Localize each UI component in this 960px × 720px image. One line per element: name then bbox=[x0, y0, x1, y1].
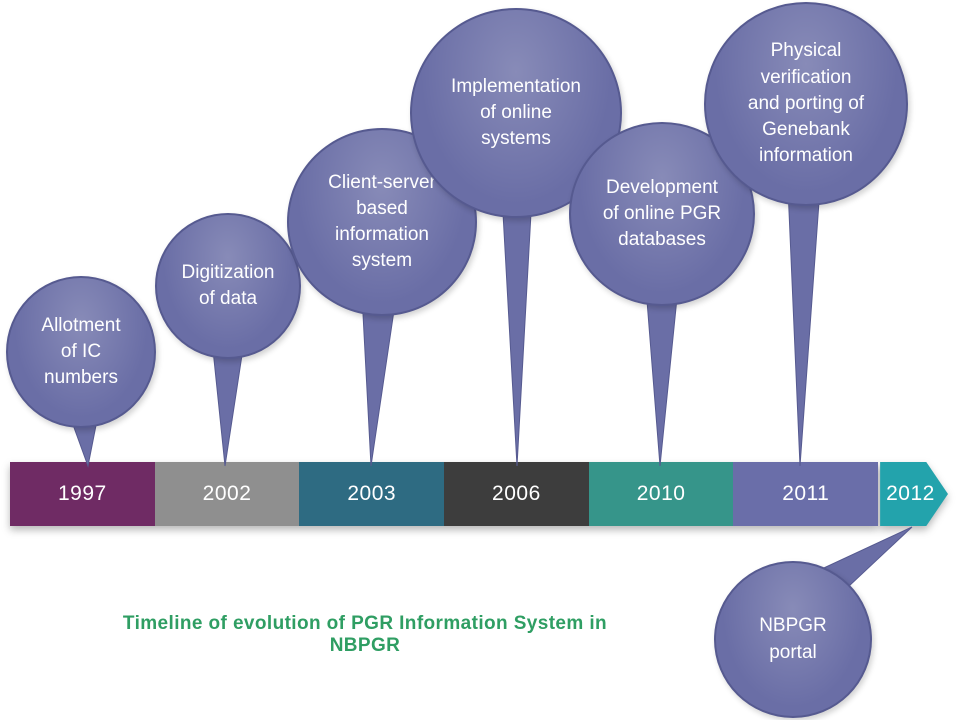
balloon-1997: Allotment of IC numbers bbox=[6, 276, 156, 428]
balloon-tail-2010 bbox=[645, 287, 679, 467]
balloon-2012: NBPGR portal bbox=[714, 561, 872, 718]
balloon-2006: Implementation of online systems bbox=[410, 8, 622, 218]
year-label-2006: 2006 bbox=[492, 482, 541, 505]
year-label-1997: 1997 bbox=[57, 482, 107, 505]
balloon-2010-label: Development of online PGR databases bbox=[602, 176, 722, 251]
timeline-segment-2003: 2003 bbox=[299, 462, 445, 526]
year-label-2011: 2011 bbox=[782, 482, 830, 505]
balloon-2003-label: Client-server based information system bbox=[328, 171, 436, 272]
balloon-2003: Client-server based information system bbox=[287, 128, 477, 316]
balloon-2002-label: Digitization of data bbox=[181, 261, 275, 309]
balloon-2012-label: NBPGR portal bbox=[759, 615, 827, 663]
timeline-segment-2002: 2002 bbox=[154, 462, 300, 526]
balloon-2011-label: Physical verification and porting of Gen… bbox=[747, 40, 865, 167]
year-label-2002: 2002 bbox=[202, 482, 252, 505]
timeline-arrow-2012: 2012 bbox=[880, 462, 948, 526]
timeline-segment-2010: 2010 bbox=[588, 462, 734, 526]
timeline-segment-2011: 2011 bbox=[733, 462, 879, 526]
balloon-2011: Physical verification and porting of Gen… bbox=[704, 2, 908, 206]
year-label-2003: 2003 bbox=[347, 482, 397, 505]
year-label-2012: 2012 bbox=[886, 482, 935, 505]
diagram-caption: Timeline of evolution of PGR Information… bbox=[122, 613, 608, 656]
year-label-2010: 2010 bbox=[636, 482, 686, 505]
balloon-2002: Digitization of data bbox=[155, 213, 301, 359]
timeline-bar: 1997 2002 2003 2006 2010 2011 2012 bbox=[10, 462, 948, 526]
balloon-tail-2003 bbox=[361, 294, 397, 467]
balloon-2006-label: Implementation of online systems bbox=[451, 75, 581, 150]
balloon-tail-2006 bbox=[501, 194, 533, 467]
timeline-segment-2006: 2006 bbox=[444, 462, 589, 526]
balloon-tail-2011 bbox=[787, 187, 821, 467]
balloon-1997-label: Allotment of IC numbers bbox=[41, 314, 121, 389]
timeline-segment-1997: 1997 bbox=[10, 462, 155, 526]
